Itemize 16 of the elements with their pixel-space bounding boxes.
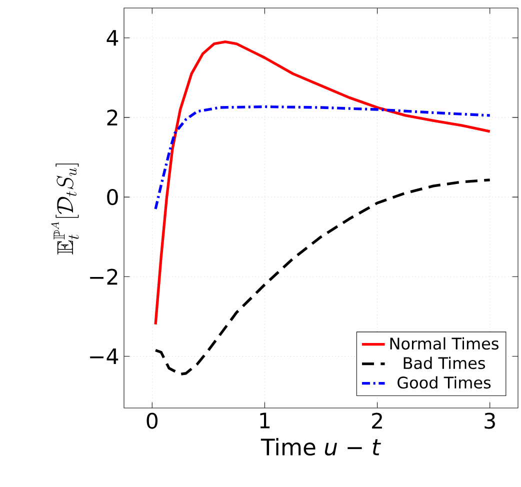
x-tick-label: 0 (146, 412, 158, 429)
line-series (154, 105, 492, 210)
y-axis-title: $\mathbb{E}_t^{\mathbb{P}^A}[\mathcal{D}_t S_u]$ (51, 164, 79, 255)
y-tick-label: −2 (90, 268, 118, 285)
line-series (154, 40, 492, 326)
x-tick-label: 1 (260, 412, 270, 428)
legend-label: Good Times (398, 376, 491, 389)
y-tick-label: −4 (90, 348, 118, 364)
y-tick-label: 0 (107, 188, 118, 206)
legend-label: Bad Times (404, 356, 486, 370)
x-tick-label: 3 (484, 412, 495, 429)
y-tick-label: 2 (107, 110, 118, 126)
x-tick-label: 2 (372, 412, 382, 429)
y-tick-label: 4 (106, 30, 118, 46)
legend-label: Normal Times (390, 337, 498, 350)
x-axis-title: Time u − t (260, 438, 382, 456)
